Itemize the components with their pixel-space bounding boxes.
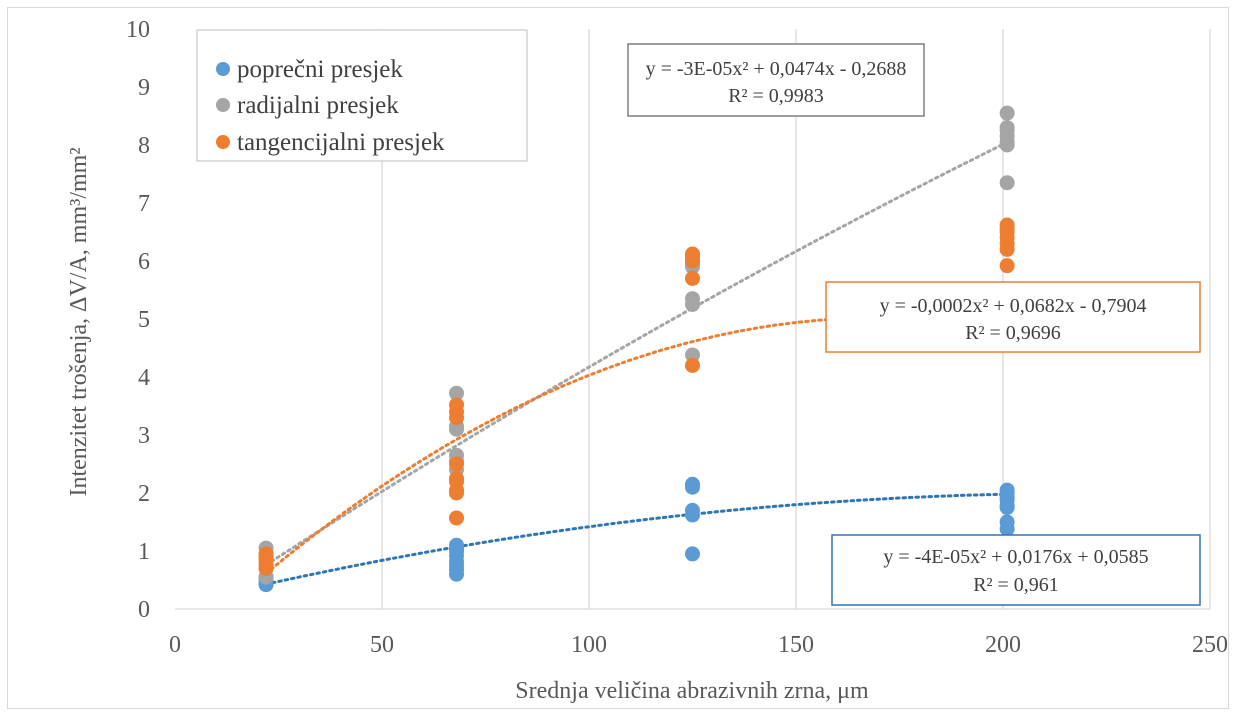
data-point-series-2 — [449, 510, 465, 526]
data-point-series-1 — [685, 347, 700, 363]
data-point-series-2 — [685, 246, 700, 262]
data-point-series-2 — [449, 397, 465, 413]
data-point-series-1 — [685, 291, 700, 307]
data-point-series-0 — [685, 546, 700, 562]
legend-marker-poprecni — [216, 62, 230, 76]
r2-radijalni: R² = 0,9983 — [728, 85, 824, 107]
equation-box-poprecni-frame — [831, 534, 1201, 606]
legend-label-tangencijalni: tangencijalni presjek — [237, 129, 445, 156]
equation-poprecni: y = -4E-05x² + 0,0176x + 0,0585 — [883, 546, 1148, 568]
y-axis-title: Intenzitet trošenja, ΔV/A, mm³/mm² — [66, 147, 92, 496]
y-tick-label: 10 — [126, 17, 150, 43]
y-tick-label: 8 — [138, 133, 150, 159]
equation-box-radijalni: y = -3E-05x² + 0,0474x - 0,2688 R² = 0,9… — [627, 43, 925, 117]
data-point-series-0 — [685, 476, 700, 492]
x-tick-label: 0 — [169, 632, 181, 658]
x-tick-label: 100 — [571, 632, 607, 658]
x-axis-title: Srednja veličina abrazivnih zrna, μm — [515, 678, 869, 704]
data-point-series-1 — [449, 385, 465, 401]
equation-box-tangencijalni-frame — [825, 281, 1201, 353]
x-tick-label: 50 — [370, 632, 394, 658]
x-tick-label: 250 — [1192, 632, 1228, 658]
r2-poprecni: R² = 0,961 — [973, 574, 1059, 596]
equation-radijalni: y = -3E-05x² + 0,0474x - 0,2688 — [646, 58, 907, 80]
data-point-series-0 — [449, 537, 465, 553]
legend-marker-tangencijalni — [216, 135, 230, 149]
x-tick-labels: 0 50 100 150 200 250 — [169, 632, 1228, 658]
y-tick-label: 1 — [138, 539, 150, 565]
legend-label-poprecni: poprečni presjek — [237, 56, 403, 83]
y-tick-label: 2 — [138, 481, 150, 507]
equation-tangencijalni: y = -0,0002x² + 0,0682x - 0,7904 — [880, 295, 1147, 317]
data-point-series-2 — [449, 456, 465, 472]
equation-box-poprecni: y = -4E-05x² + 0,0176x + 0,0585 R² = 0,9… — [831, 534, 1201, 606]
legend-marker-radijalni — [216, 98, 230, 112]
legend-label-radijalni: radijalni presjek — [237, 92, 399, 119]
data-point-series-2 — [685, 270, 700, 286]
data-points — [258, 105, 1015, 593]
data-point-series-2 — [999, 258, 1015, 274]
x-tick-label: 200 — [985, 632, 1021, 658]
y-tick-label: 0 — [138, 597, 150, 623]
data-point-series-2 — [449, 471, 465, 486]
y-tick-label: 9 — [138, 75, 150, 101]
equation-box-radijalni-frame — [627, 43, 925, 117]
y-tick-label: 3 — [138, 423, 150, 449]
trendline-0 — [264, 492, 1009, 586]
equation-box-tangencijalni: y = -0,0002x² + 0,0682x - 0,7904 R² = 0,… — [825, 281, 1201, 353]
data-point-series-0 — [685, 502, 700, 518]
y-tick-label: 4 — [138, 365, 150, 391]
y-tick-label: 5 — [138, 307, 150, 333]
data-point-series-1 — [999, 175, 1015, 191]
y-tick-label: 7 — [138, 191, 150, 217]
legend: poprečni presjek radijalni presjek tange… — [196, 29, 528, 162]
trendline-1 — [264, 140, 1009, 567]
legend-box — [196, 29, 528, 162]
data-point-series-0 — [999, 482, 1015, 498]
y-tick-label: 6 — [138, 249, 150, 275]
data-point-series-2 — [999, 217, 1015, 233]
x-tick-label: 150 — [778, 632, 814, 658]
trendlines — [264, 140, 1009, 586]
data-point-series-1 — [999, 120, 1015, 136]
data-point-series-1 — [999, 105, 1015, 121]
r2-tangencijalni: R² = 0,9696 — [965, 322, 1061, 344]
data-point-series-0 — [999, 514, 1015, 530]
data-point-series-2 — [685, 357, 700, 373]
y-tick-labels: 0 1 2 3 4 5 6 7 8 9 10 — [126, 17, 150, 623]
data-point-series-2 — [258, 546, 274, 562]
